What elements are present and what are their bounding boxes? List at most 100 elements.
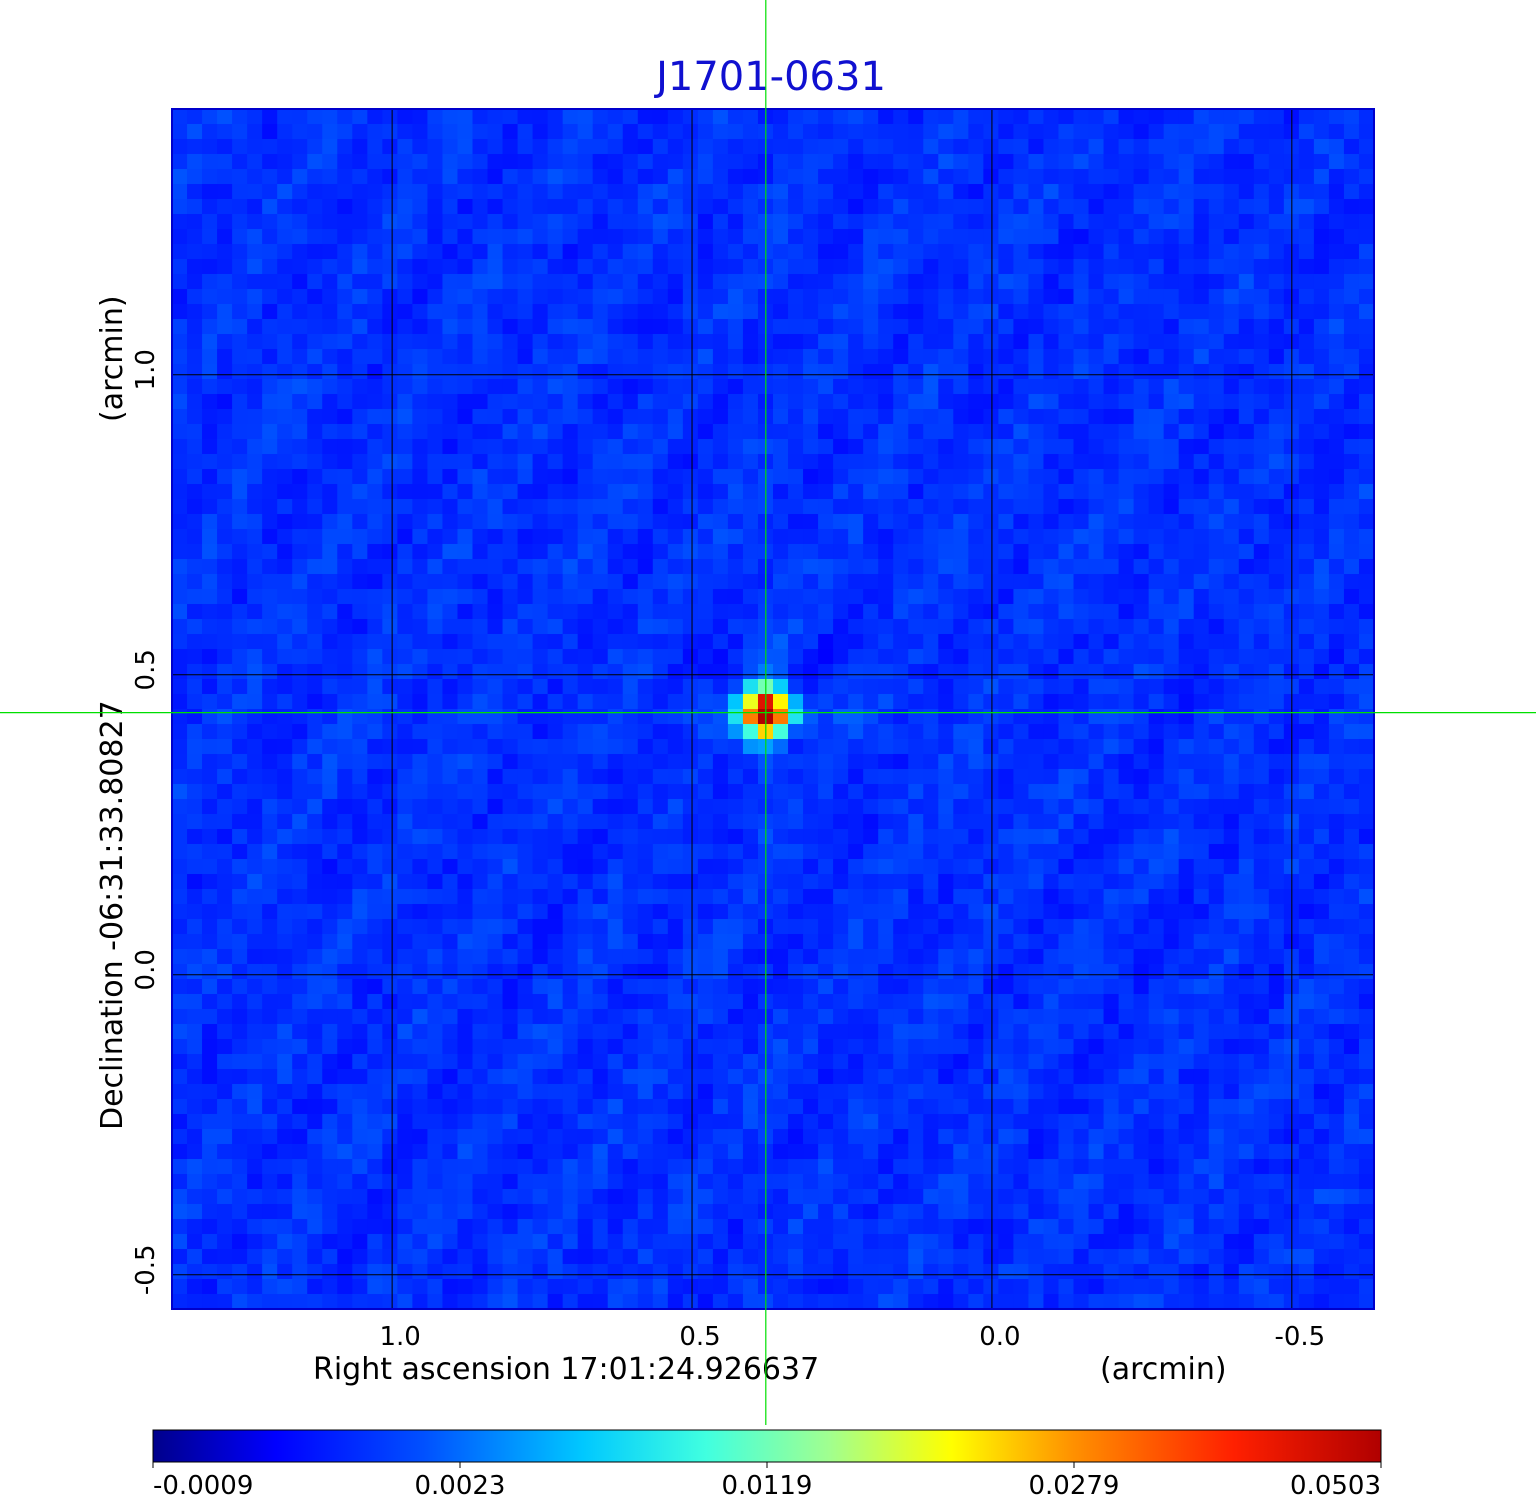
heatmap-cell (923, 499, 939, 515)
heatmap-cell (1073, 109, 1090, 125)
heatmap-cell (412, 304, 429, 320)
heatmap-cell (1193, 124, 1210, 140)
heatmap-cell (893, 334, 909, 350)
heatmap-cell (938, 694, 954, 710)
heatmap-cell (1223, 904, 1240, 920)
heatmap-cell (1298, 424, 1315, 440)
heatmap-cell (502, 814, 519, 830)
heatmap-cell (1253, 589, 1270, 605)
heatmap-cell (938, 649, 954, 665)
heatmap-cell (697, 904, 714, 920)
heatmap-cell (1118, 634, 1135, 650)
heatmap-cell (172, 169, 188, 185)
heatmap-cell (983, 304, 999, 320)
heatmap-cell (187, 844, 203, 860)
heatmap-cell (1298, 739, 1315, 755)
heatmap-cell (1148, 994, 1165, 1010)
heatmap-cell (367, 619, 383, 635)
heatmap-cell (1358, 574, 1375, 590)
heatmap-cell (1163, 529, 1180, 545)
heatmap-cell (457, 889, 474, 905)
heatmap-cell (532, 439, 549, 455)
heatmap-cell (217, 604, 233, 620)
heatmap-cell (1178, 874, 1195, 890)
heatmap-cell (773, 859, 789, 875)
heatmap-cell (1223, 229, 1240, 245)
heatmap-cell (307, 679, 323, 695)
heatmap-cell (1268, 844, 1285, 860)
heatmap-cell (983, 754, 999, 770)
heatmap-cell (863, 589, 879, 605)
heatmap-cell (1043, 619, 1060, 635)
heatmap-cell (818, 469, 834, 485)
heatmap-cell (848, 979, 864, 995)
heatmap-cell (953, 859, 969, 875)
heatmap-cell (983, 289, 999, 305)
heatmap-cell (1088, 349, 1105, 365)
heatmap-cell (803, 934, 819, 950)
heatmap-cell (427, 154, 444, 170)
heatmap-cell (172, 109, 188, 125)
heatmap-cell (352, 424, 368, 440)
heatmap-cell (637, 184, 654, 200)
heatmap-cell (247, 574, 263, 590)
heatmap-cell (442, 574, 459, 590)
heatmap-cell (487, 499, 504, 515)
heatmap-cell (382, 514, 398, 530)
heatmap-cell (1328, 769, 1345, 785)
heatmap-cell (1178, 784, 1195, 800)
heatmap-cell (1088, 334, 1105, 350)
heatmap-cell (397, 619, 414, 635)
heatmap-cell (923, 724, 939, 740)
heatmap-cell (697, 184, 714, 200)
heatmap-cell (1343, 274, 1360, 290)
heatmap-cell (667, 424, 684, 440)
heatmap-cell (712, 499, 729, 515)
heatmap-cell (893, 1024, 909, 1040)
heatmap-cell (1223, 259, 1240, 275)
heatmap-cell (1013, 889, 1030, 905)
heatmap-cell (1298, 304, 1315, 320)
heatmap-cell (863, 784, 879, 800)
heatmap-cell (998, 844, 1015, 860)
heatmap-cell (712, 769, 729, 785)
heatmap-cell (562, 139, 579, 155)
heatmap-cell (367, 514, 383, 530)
heatmap-cell (833, 274, 849, 290)
heatmap-cell (1223, 109, 1240, 125)
heatmap-cell (367, 109, 383, 125)
heatmap-cell (292, 259, 308, 275)
heatmap-cell (788, 1009, 804, 1025)
heatmap-cell (818, 679, 834, 695)
heatmap-cell (1268, 814, 1285, 830)
heatmap-cell (532, 964, 549, 980)
heatmap-cell (1358, 229, 1375, 245)
heatmap-cell (487, 754, 504, 770)
heatmap-cell (532, 904, 549, 920)
heatmap-cell (217, 889, 233, 905)
heatmap-cell (637, 304, 654, 320)
heatmap-cell (652, 664, 669, 680)
heatmap-cell (277, 904, 293, 920)
heatmap-cell (442, 604, 459, 620)
heatmap-cell (1163, 484, 1180, 500)
heatmap-cell (1148, 319, 1165, 335)
heatmap-cell (442, 109, 459, 125)
heatmap-cell (953, 169, 969, 185)
heatmap-cell (1028, 469, 1045, 485)
heatmap-cell (307, 994, 323, 1010)
heatmap-cell (697, 769, 714, 785)
heatmap-cell (577, 934, 594, 950)
heatmap-cell (247, 484, 263, 500)
heatmap-cell (1343, 304, 1360, 320)
heatmap-cell (337, 439, 353, 455)
heatmap-cell (307, 559, 323, 575)
heatmap-cell (1118, 739, 1135, 755)
heatmap-cell (532, 394, 549, 410)
heatmap-cell (1298, 139, 1315, 155)
heatmap-cell (1148, 769, 1165, 785)
heatmap-cell (517, 289, 534, 305)
heatmap-cell (427, 499, 444, 515)
heatmap-cell (773, 754, 789, 770)
heatmap-cell (818, 484, 834, 500)
